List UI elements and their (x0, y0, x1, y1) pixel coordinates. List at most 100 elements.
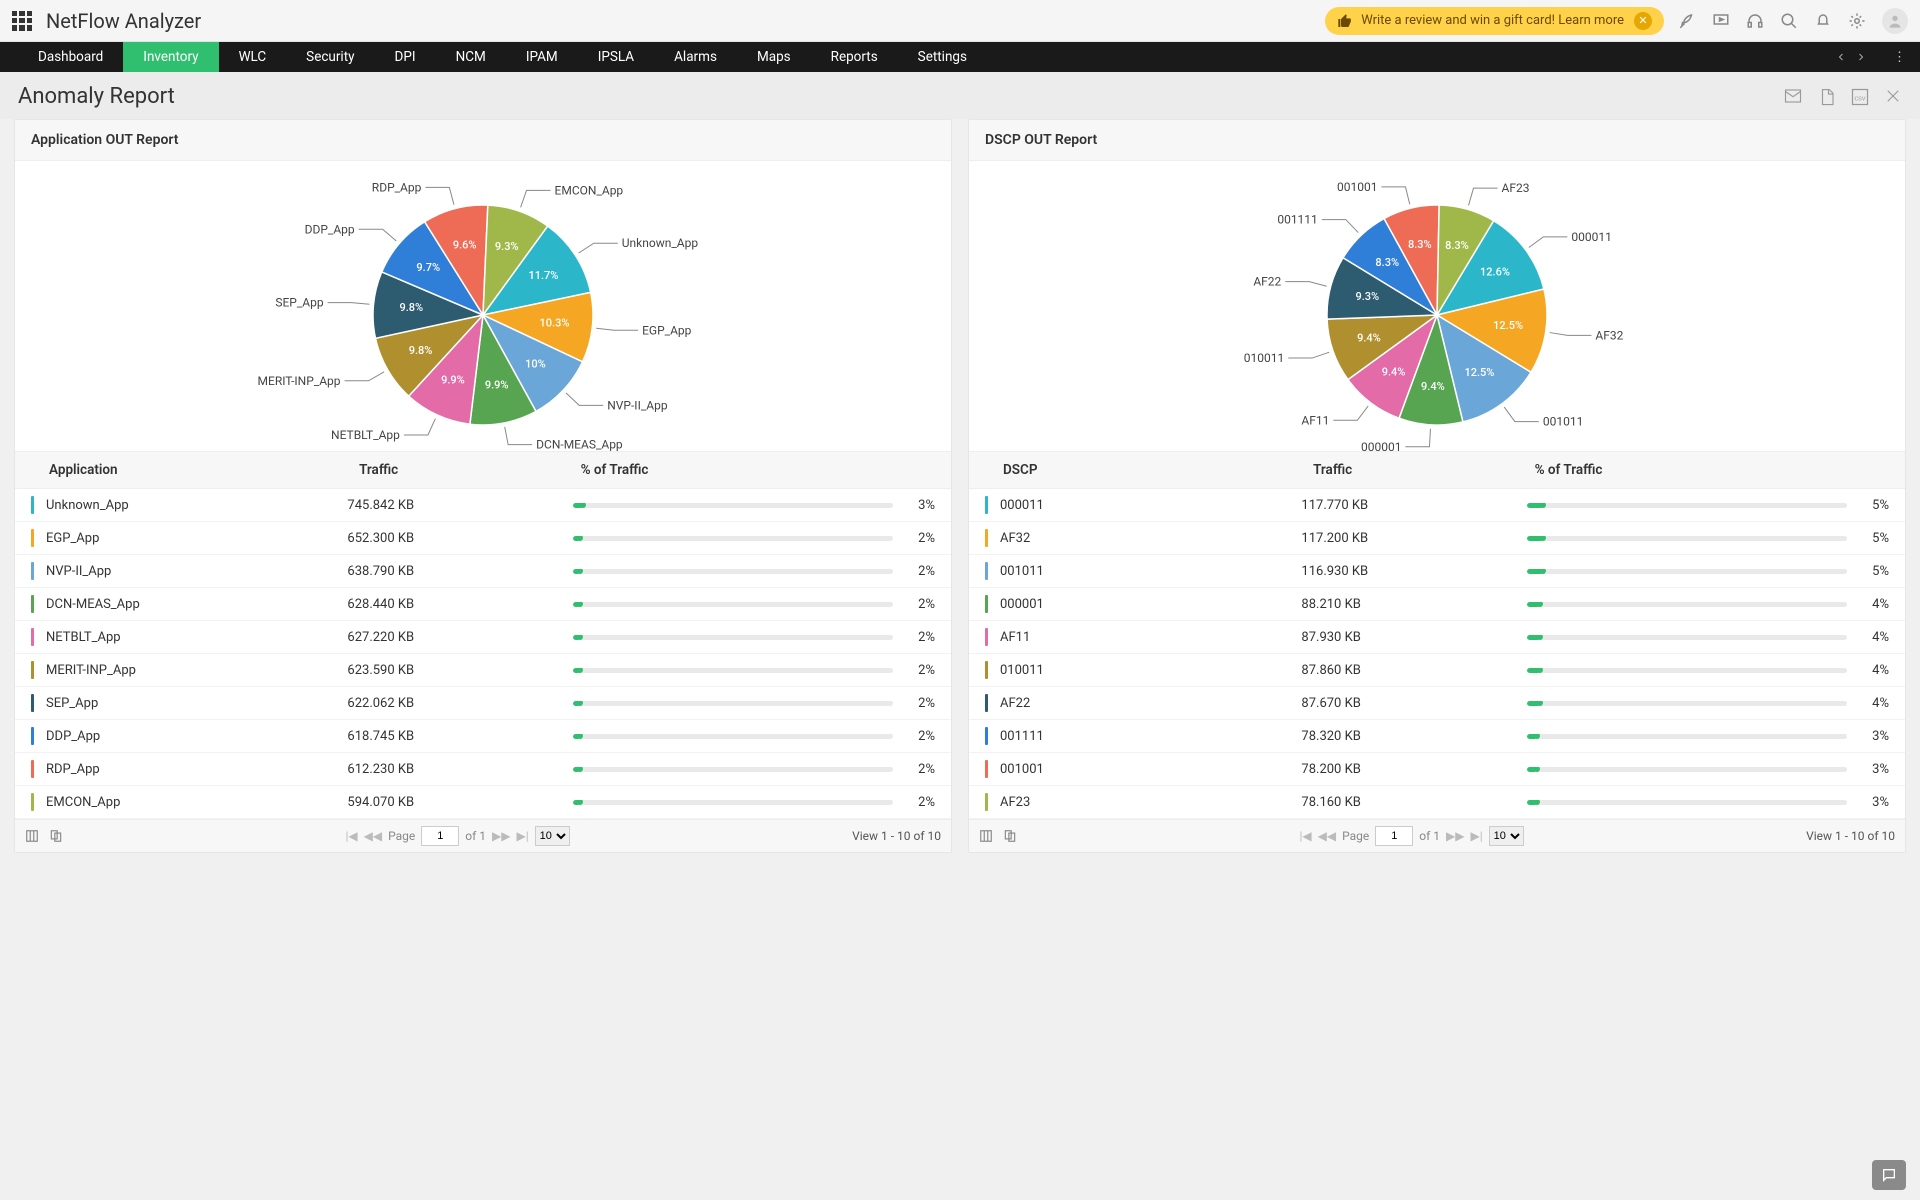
col-header: Traffic (359, 462, 581, 478)
export-icon[interactable] (49, 829, 63, 843)
table-row[interactable]: 000011 117.770 KB 5% (969, 489, 1905, 522)
row-name: SEP_App (46, 696, 98, 711)
row-pct: 5% (1855, 564, 1889, 579)
pdf-icon[interactable] (1818, 87, 1836, 107)
table-row[interactable]: EMCON_App 594.070 KB 2% (15, 786, 951, 819)
table-row[interactable]: NVP-II_App 638.790 KB 2% (15, 555, 951, 588)
table-row[interactable]: AF32 117.200 KB 5% (969, 522, 1905, 555)
row-name: 001011 (1000, 564, 1044, 579)
table-row[interactable]: 010011 87.860 KB 4% (969, 654, 1905, 687)
row-name: AF32 (1000, 531, 1030, 546)
leader-line (1333, 406, 1368, 420)
first-page-icon[interactable]: |◀ (1299, 829, 1311, 843)
row-pct: 2% (901, 729, 935, 744)
col-header: DSCP (985, 462, 1313, 478)
chat-icon[interactable] (1872, 1160, 1906, 1190)
chevron-left-icon[interactable] (1835, 51, 1847, 63)
apps-grid-icon[interactable] (12, 11, 32, 31)
slice-name-label: 010011 (1244, 351, 1284, 365)
nav-tab-ipsla[interactable]: IPSLA (578, 42, 654, 72)
nav-tab-wlc[interactable]: WLC (219, 42, 287, 72)
first-page-icon[interactable]: |◀ (345, 829, 357, 843)
nav-tab-security[interactable]: Security (286, 42, 374, 72)
export-icon[interactable] (1003, 829, 1017, 843)
nav-tab-inventory[interactable]: Inventory (123, 42, 218, 72)
page-input[interactable] (421, 826, 459, 846)
table-row[interactable]: Unknown_App 745.842 KB 3% (15, 489, 951, 522)
slice-pct-label: 10.3% (540, 316, 570, 329)
page-size-select[interactable]: 10 (1489, 826, 1524, 846)
brand-title: NetFlow Analyzer (46, 9, 201, 33)
table-row[interactable]: NETBLT_App 627.220 KB 2% (15, 621, 951, 654)
nav-tab-ncm[interactable]: NCM (436, 42, 506, 72)
table-row[interactable]: 000001 88.210 KB 4% (969, 588, 1905, 621)
row-traffic: 78.160 KB (1301, 795, 1527, 810)
row-pct: 2% (901, 762, 935, 777)
user-avatar[interactable] (1882, 8, 1908, 34)
table-row[interactable]: MERIT-INP_App 623.590 KB 2% (15, 654, 951, 687)
nav-tab-ipam[interactable]: IPAM (506, 42, 578, 72)
slice-name-label: AF32 (1595, 328, 1623, 342)
next-page-icon[interactable]: ▶▶ (1446, 829, 1464, 843)
pct-bar (573, 701, 893, 706)
columns-icon[interactable] (25, 829, 39, 843)
columns-icon[interactable] (979, 829, 993, 843)
row-pct: 2% (901, 597, 935, 612)
row-name: 001001 (1000, 762, 1044, 777)
nav-tab-maps[interactable]: Maps (737, 42, 811, 72)
table-row[interactable]: 001011 116.930 KB 5% (969, 555, 1905, 588)
last-page-icon[interactable]: ▶| (516, 829, 528, 843)
table-row[interactable]: AF23 78.160 KB 3% (969, 786, 1905, 819)
table-row[interactable]: EGP_App 652.300 KB 2% (15, 522, 951, 555)
nav-tab-dashboard[interactable]: Dashboard (18, 42, 123, 72)
chevron-right-icon[interactable] (1855, 51, 1867, 63)
leader-line (596, 328, 638, 330)
pct-bar (573, 503, 893, 508)
slice-pct-label: 9.4% (1357, 331, 1381, 344)
presentation-icon[interactable] (1712, 12, 1730, 30)
row-traffic: 652.300 KB (347, 531, 573, 546)
row-color-bar (31, 496, 34, 514)
mail-icon[interactable] (1782, 87, 1804, 107)
bell-icon[interactable] (1814, 12, 1832, 30)
next-page-icon[interactable]: ▶▶ (492, 829, 510, 843)
close-icon[interactable]: ✕ (1634, 12, 1652, 30)
page-input[interactable] (1375, 826, 1413, 846)
nav-tab-reports[interactable]: Reports (811, 42, 898, 72)
row-color-bar (985, 760, 988, 778)
table-row[interactable]: AF22 87.670 KB 4% (969, 687, 1905, 720)
thumbs-up-icon (1337, 13, 1353, 29)
row-color-bar (31, 727, 34, 745)
page-size-select[interactable]: 10 (535, 826, 570, 846)
table-row[interactable]: RDP_App 612.230 KB 2% (15, 753, 951, 786)
csv-icon[interactable]: CSV (1850, 87, 1870, 107)
table-row[interactable]: 001001 78.200 KB 3% (969, 753, 1905, 786)
pct-bar (573, 536, 893, 541)
close-icon[interactable] (1884, 87, 1902, 107)
table-row[interactable]: DDP_App 618.745 KB 2% (15, 720, 951, 753)
col-header: Application (31, 462, 359, 478)
pct-bar (1527, 503, 1847, 508)
last-page-icon[interactable]: ▶| (1470, 829, 1482, 843)
nav-tab-settings[interactable]: Settings (898, 42, 987, 72)
more-menu-icon[interactable]: ⋮ (1879, 50, 1920, 65)
nav-tab-dpi[interactable]: DPI (375, 42, 436, 72)
headset-icon[interactable] (1746, 12, 1764, 30)
row-color-bar (985, 595, 988, 613)
table-row[interactable]: SEP_App 622.062 KB 2% (15, 687, 951, 720)
table-row[interactable]: 001111 78.320 KB 3% (969, 720, 1905, 753)
rocket-icon[interactable] (1678, 12, 1696, 30)
gear-icon[interactable] (1848, 12, 1866, 30)
slice-pct-label: 10% (525, 357, 546, 370)
prev-page-icon[interactable]: ◀◀ (364, 829, 382, 843)
row-traffic: 612.230 KB (347, 762, 573, 777)
table-row[interactable]: AF11 87.930 KB 4% (969, 621, 1905, 654)
slice-pct-label: 9.7% (416, 261, 440, 274)
prev-page-icon[interactable]: ◀◀ (1318, 829, 1336, 843)
review-banner[interactable]: Write a review and win a gift card! Lear… (1325, 7, 1664, 35)
leader-line (566, 393, 603, 405)
nav-tab-alarms[interactable]: Alarms (654, 42, 737, 72)
search-icon[interactable] (1780, 12, 1798, 30)
table-row[interactable]: DCN-MEAS_App 628.440 KB 2% (15, 588, 951, 621)
slice-name-label: RDP_App (372, 180, 422, 194)
